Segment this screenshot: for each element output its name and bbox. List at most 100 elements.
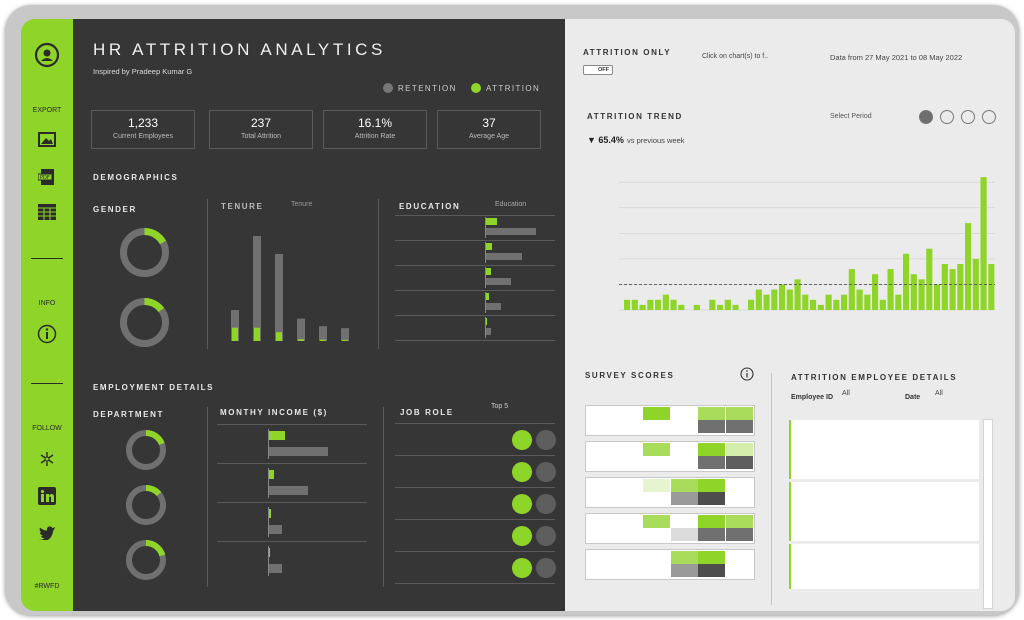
divider xyxy=(383,407,384,587)
trend-bar xyxy=(856,289,863,310)
income-attrition-bar xyxy=(269,548,270,557)
trend-change-suffix: vs previous week xyxy=(627,136,685,145)
education-retention-bar xyxy=(486,303,501,310)
employment-title: EMPLOYMENT DETAILS xyxy=(93,383,215,392)
attrition-only-toggle[interactable]: OFF xyxy=(583,65,613,75)
row-divider xyxy=(395,290,555,291)
education-chart[interactable] xyxy=(395,215,560,345)
survey-cell-attrition xyxy=(643,443,670,456)
image-export-icon[interactable] xyxy=(38,132,56,147)
trend-bar xyxy=(910,274,917,310)
device-frame: EXPORT PDF INFO FOLLOW #RWFD HR ATTRITIO… xyxy=(5,5,1019,615)
kpi-label: Current Employees xyxy=(113,133,173,140)
education-attrition-bar xyxy=(486,243,493,250)
employee-card[interactable] xyxy=(789,420,979,479)
tenure-retention-bar xyxy=(341,328,349,341)
period-button-Y[interactable] xyxy=(982,110,996,124)
retention-legend-dot xyxy=(383,83,393,93)
employee-id-filter-value[interactable]: All xyxy=(842,390,850,397)
select-period-label: Select Period xyxy=(830,113,872,120)
date-filter-value[interactable]: All xyxy=(935,390,943,397)
trend-bar xyxy=(903,253,910,310)
row-divider xyxy=(395,240,555,241)
kpi-label: Total Attrition xyxy=(240,133,282,140)
department-donut xyxy=(126,430,166,470)
employee-card[interactable] xyxy=(789,482,979,541)
survey-cell-attrition xyxy=(670,515,698,528)
follow-label: FOLLOW xyxy=(32,425,62,432)
click-hint: Click on chart(s) to f.. xyxy=(702,53,769,60)
survey-info-icon[interactable] xyxy=(740,367,754,381)
details-title: ATTRITION EMPLOYEE DETAILS xyxy=(791,373,958,382)
table-export-icon[interactable] xyxy=(38,204,56,220)
trend-bar xyxy=(918,279,925,310)
education-attrition-bar xyxy=(486,218,497,225)
survey-table[interactable] xyxy=(585,389,765,609)
kpi-value: 16.1% xyxy=(357,116,393,130)
survey-cell-retention xyxy=(725,528,753,541)
row-divider xyxy=(395,487,555,488)
trend-bar xyxy=(941,264,948,310)
trend-bar xyxy=(926,248,933,310)
twitter-icon[interactable] xyxy=(38,525,56,540)
employee-list-scrollbar[interactable] xyxy=(983,419,993,609)
pdf-export-icon[interactable]: PDF xyxy=(38,168,56,186)
tenure-retention-bar xyxy=(297,318,305,341)
period-button-W[interactable] xyxy=(919,110,933,124)
person-cycle-icon xyxy=(34,42,60,68)
survey-cell-attrition xyxy=(725,443,753,456)
trend-bar xyxy=(887,269,894,310)
income-chart[interactable] xyxy=(217,424,377,594)
hashtag-label: #RWFD xyxy=(34,583,60,590)
survey-cell-attrition xyxy=(698,479,725,492)
linkedin-icon[interactable] xyxy=(38,487,56,505)
jobrole-attrition-circle xyxy=(512,430,532,450)
axis-line xyxy=(485,217,486,238)
tenure-attrition-bar xyxy=(254,327,260,341)
employee-card[interactable] xyxy=(789,544,979,589)
department-chart[interactable] xyxy=(91,422,203,592)
trend-bar xyxy=(748,299,755,310)
jobrole-list[interactable] xyxy=(395,423,560,592)
row-divider xyxy=(217,424,367,425)
divider xyxy=(378,199,379,349)
period-button-Q[interactable] xyxy=(961,110,975,124)
trend-bar xyxy=(810,299,817,310)
trend-bar xyxy=(864,294,871,310)
survey-cell-retention xyxy=(670,528,698,541)
row-divider xyxy=(395,340,555,341)
period-button-M[interactable] xyxy=(940,110,954,124)
income-retention-bar xyxy=(269,447,328,456)
trend-bar xyxy=(980,177,987,310)
snowflake-icon[interactable] xyxy=(39,451,55,467)
tenure-attrition-bar xyxy=(232,327,238,341)
survey-cell-retention xyxy=(670,564,698,577)
survey-cell-attrition xyxy=(725,515,753,528)
gender-chart[interactable] xyxy=(91,215,203,359)
survey-cell-attrition xyxy=(670,407,698,420)
survey-cell-attrition xyxy=(670,443,698,456)
education-attrition-bar xyxy=(486,268,491,275)
tenure-attrition-bar xyxy=(342,339,348,341)
trend-bar xyxy=(639,304,646,310)
survey-cell-retention xyxy=(698,456,725,469)
survey-cell-retention xyxy=(698,528,725,541)
axis-line xyxy=(268,507,269,537)
income-attrition-bar xyxy=(269,509,271,518)
axis-line xyxy=(485,317,486,338)
survey-cell-attrition xyxy=(725,551,753,564)
tenure-chart[interactable] xyxy=(219,215,369,359)
main-panel: HR ATTRITION ANALYTICS Inspired by Prade… xyxy=(73,19,565,611)
income-retention-bar xyxy=(269,564,282,573)
trend-bar xyxy=(717,304,724,310)
axis-line xyxy=(485,242,486,263)
gender-donut xyxy=(119,297,169,347)
row-divider xyxy=(395,215,555,216)
attrition-arc xyxy=(126,430,166,470)
trend-bar xyxy=(732,304,739,310)
row-divider xyxy=(217,541,367,542)
attrition-trend-chart[interactable] xyxy=(583,157,1003,337)
info-icon[interactable] xyxy=(37,324,57,344)
tenure-attrition-bar xyxy=(276,332,282,341)
tenure-retention-bar xyxy=(319,326,327,341)
